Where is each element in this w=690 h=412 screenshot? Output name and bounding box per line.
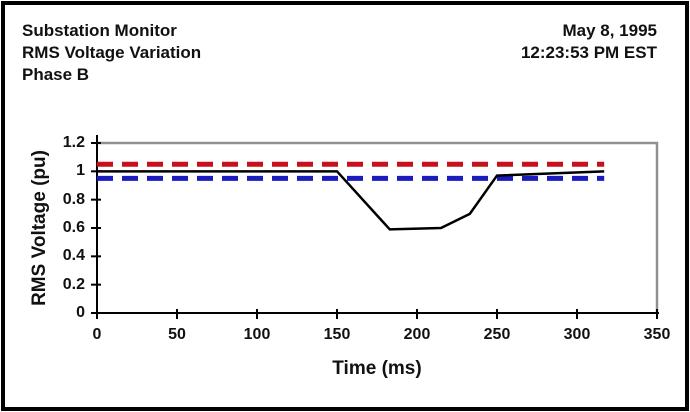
time-label: 12:23:53 PM EST (520, 43, 657, 62)
title-block: Substation Monitor RMS Voltage Variation… (22, 20, 201, 86)
y-tick-label: 1 (76, 162, 85, 180)
x-axis-title: Time (ms) (332, 358, 422, 379)
y-tick-label: 1.2 (62, 134, 85, 151)
x-tick-label: 0 (92, 326, 102, 343)
y-tick-label: 0.8 (62, 190, 85, 208)
y-tick-label: 0.6 (62, 219, 85, 236)
y-tick-label: 0.2 (62, 275, 85, 293)
x-tick-label: 200 (403, 326, 431, 343)
date-label: May 8, 1995 (562, 21, 657, 40)
y-tick-label: 0.4 (62, 247, 85, 265)
x-tick-label: 300 (563, 326, 591, 343)
x-tick-label: 150 (323, 326, 351, 343)
x-tick-label: 350 (643, 326, 671, 343)
phase-label: Phase B (22, 65, 90, 84)
series-rms-voltage (97, 170, 605, 231)
plot-border (97, 141, 659, 313)
datetime-block: May 8, 1995 12:23:53 PM EST (521, 20, 657, 64)
chart-title: RMS Voltage Variation (22, 43, 202, 62)
app-title: Substation Monitor (22, 21, 177, 40)
x-tick-label: 50 (168, 326, 186, 343)
y-axis-title: RMS Voltage (pu) (29, 150, 50, 306)
x-tick-label: 100 (243, 326, 271, 343)
x-tick-label: 250 (483, 326, 511, 343)
y-tick-label: 0 (76, 304, 85, 321)
